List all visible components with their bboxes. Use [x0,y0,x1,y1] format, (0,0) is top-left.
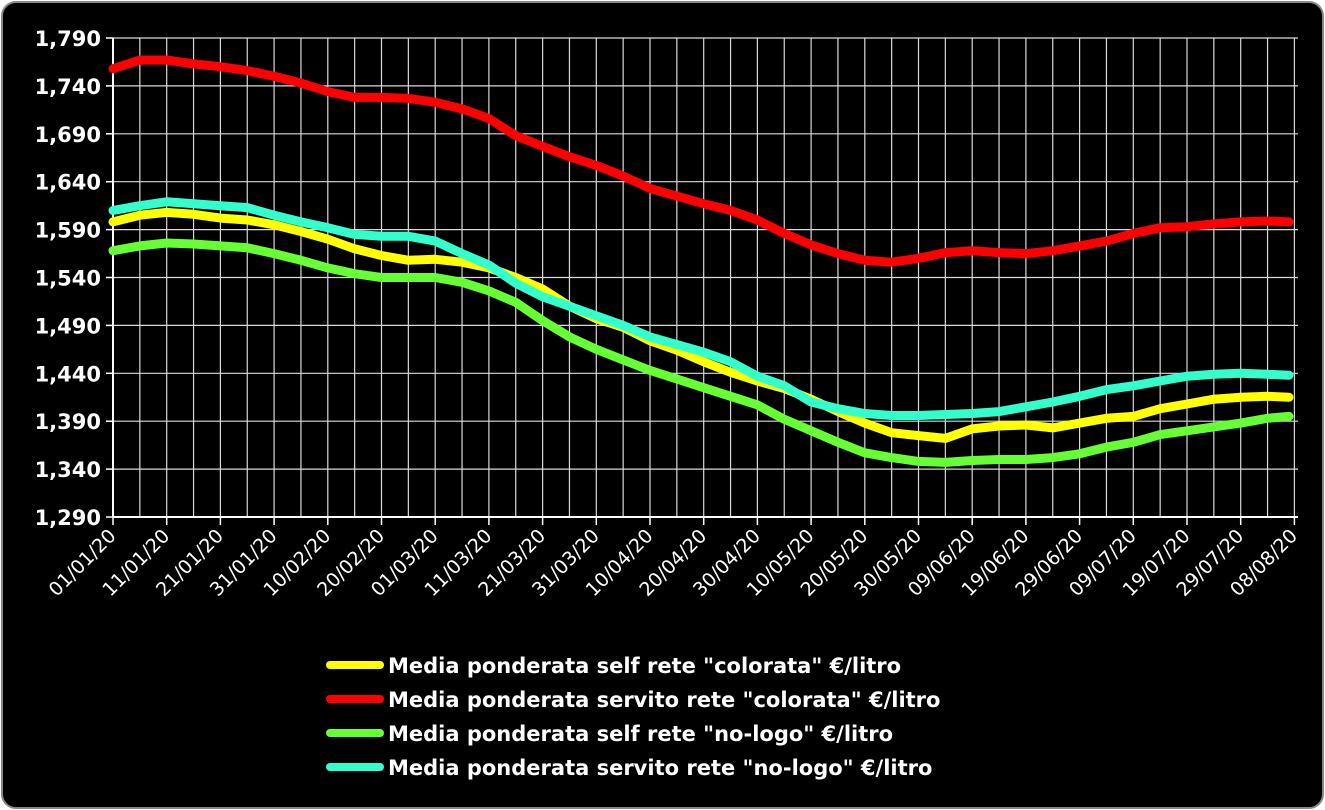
legend-label-2: Media ponderata servito rete "colorata" … [388,688,940,712]
y-tick-label: 1,590 [35,219,101,243]
y-tick-label: 1,640 [35,171,101,195]
series-lines [108,55,1294,467]
y-tick-label: 1,440 [35,362,101,386]
y-tick-label: 1,540 [35,267,101,291]
y-tick-label: 1,740 [35,75,101,99]
y-tick-label: 1,390 [35,410,101,434]
legend-label-4: Media ponderata servito rete "no-logo" €… [388,756,932,780]
series-line-2 [108,55,1294,267]
grid [112,37,1298,518]
y-tick-label: 1,790 [35,27,101,51]
y-tick-label: 1,690 [35,123,101,147]
y-tick-label: 1,290 [35,506,101,530]
y-tick-label: 1,490 [35,314,101,338]
legend-label-3: Media ponderata self rete "no-logo" €/li… [388,722,893,746]
legend: Media ponderata self rete "colorata" €/l… [326,654,940,780]
legend-label-1: Media ponderata self rete "colorata" €/l… [388,654,901,678]
series-line-3 [108,238,1294,467]
series-line-1 [108,207,1294,443]
axes [106,37,1298,525]
series-line-4 [108,197,1294,420]
y-tick-label: 1,340 [35,458,101,482]
y-axis-tick-labels: 1,290 1,340 1,390 1,440 1,490 1,540 1,590 1,640… [35,27,101,530]
